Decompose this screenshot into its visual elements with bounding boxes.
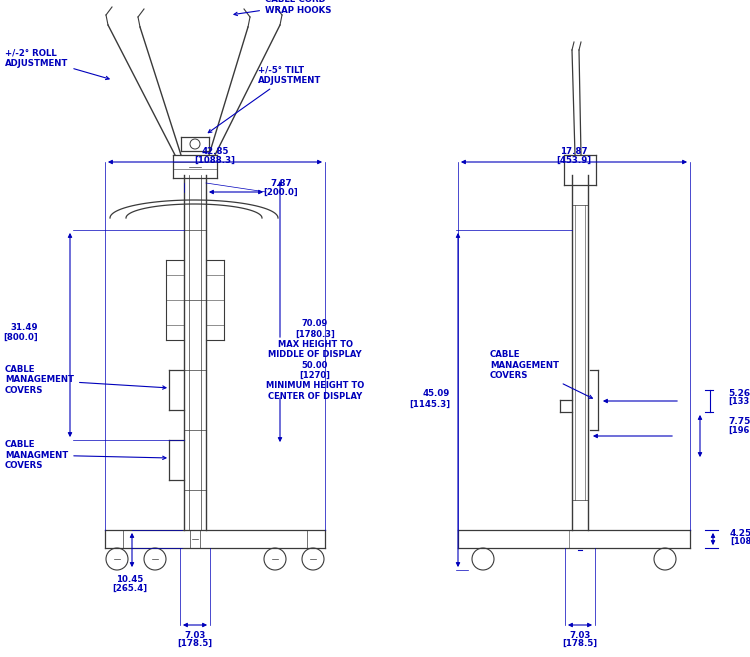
- Text: [1145.3]: [1145.3]: [409, 399, 450, 409]
- Text: 7.03: 7.03: [184, 631, 206, 639]
- Text: 7.03: 7.03: [569, 631, 591, 639]
- Text: CABLE CORD
WRAP HOOKS: CABLE CORD WRAP HOOKS: [234, 0, 332, 16]
- Text: 4.25: 4.25: [730, 528, 750, 537]
- Text: 45.09: 45.09: [423, 390, 450, 399]
- Text: +/-2° ROLL
ADJUSTMENT: +/-2° ROLL ADJUSTMENT: [5, 49, 109, 79]
- Text: [200.0]: [200.0]: [264, 187, 298, 196]
- Text: 70.09
[1780.3]
MAX HEIGHT TO
MIDDLE OF DISPLAY
50.00
[1270]
MINIMUM HEIGHT TO
CE: 70.09 [1780.3] MAX HEIGHT TO MIDDLE OF D…: [266, 319, 364, 401]
- Text: [453.9]: [453.9]: [556, 156, 592, 164]
- Text: [133.6]: [133.6]: [728, 397, 750, 405]
- Text: [1088.3]: [1088.3]: [194, 156, 236, 164]
- Text: CABLE
MANAGMENT
COVERS: CABLE MANAGMENT COVERS: [5, 440, 166, 470]
- Text: 42.85: 42.85: [201, 148, 229, 156]
- Text: 7.75: 7.75: [728, 417, 750, 426]
- Text: 17.87: 17.87: [560, 148, 588, 156]
- Text: [196.8]: [196.8]: [728, 426, 750, 434]
- Text: [178.5]: [178.5]: [562, 639, 598, 648]
- Text: [178.5]: [178.5]: [178, 639, 212, 648]
- Text: CABLE
MANAGEMENT
COVERS: CABLE MANAGEMENT COVERS: [490, 350, 592, 398]
- Text: [265.4]: [265.4]: [112, 583, 148, 593]
- Text: 5.26: 5.26: [728, 388, 750, 397]
- Text: 7.87: 7.87: [270, 179, 292, 189]
- Text: [108.0]: [108.0]: [730, 537, 750, 545]
- Text: [800.0]: [800.0]: [3, 332, 38, 342]
- Text: CABLE
MANAGEMENT
COVERS: CABLE MANAGEMENT COVERS: [5, 365, 166, 395]
- Text: 31.49: 31.49: [10, 323, 38, 332]
- Text: +/-5° TILT
ADJUSTMENT: +/-5° TILT ADJUSTMENT: [209, 65, 321, 133]
- Text: 10.45: 10.45: [116, 576, 144, 585]
